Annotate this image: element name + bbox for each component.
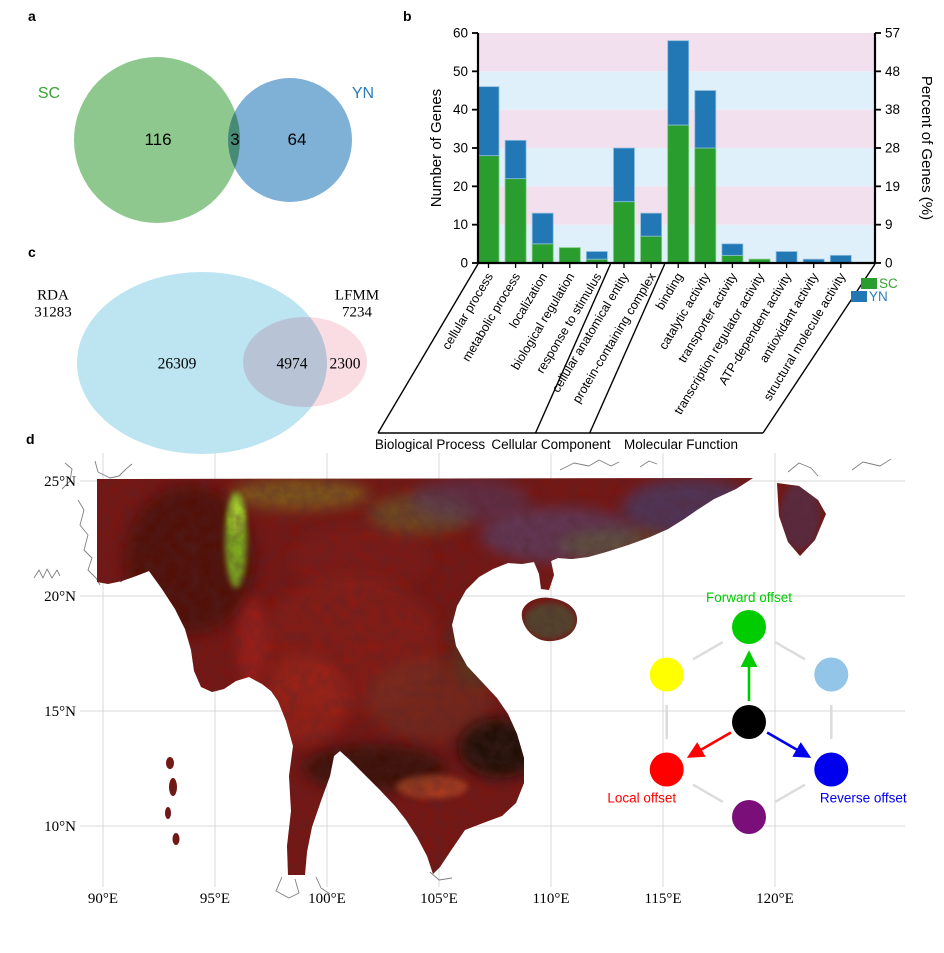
y-tick-label: 0 <box>460 256 468 271</box>
bar-segment-YN <box>531 212 554 245</box>
offset-label-local: Local offset <box>607 791 676 806</box>
venn-a-label-yn: YN <box>351 85 375 102</box>
legend-label-SC: SC <box>879 276 898 291</box>
group-separator <box>589 263 666 434</box>
lon-tick-label: 90°E <box>88 891 118 907</box>
panel-a-letter: a <box>28 8 36 24</box>
panel-b-letter: b <box>403 8 412 24</box>
offset-node-center <box>732 705 766 739</box>
venn-c-count-rda-only: 26309 <box>157 355 197 373</box>
panel-d-letter: d <box>26 431 35 447</box>
legend-swatch-YN <box>851 291 867 302</box>
lon-tick-label: 110°E <box>532 891 569 907</box>
lat-tick-label: 10°N <box>44 819 76 835</box>
venn-c-count-overlap: 4974 <box>276 355 308 373</box>
offset-arrow-local <box>686 731 732 758</box>
y-tick-label: 30 <box>453 141 468 156</box>
bar-segment-YN <box>640 212 662 237</box>
lat-tick-label: 15°N <box>44 704 76 720</box>
offset-node-reverse <box>814 752 849 787</box>
venn-a-count-yn-only: 64 <box>287 130 307 149</box>
bar-segment-YN <box>613 147 635 203</box>
venn-c-label-rda: RDA <box>37 287 69 304</box>
y2-tick-label: 19 <box>885 179 900 194</box>
legend-hex-edge <box>774 783 806 803</box>
venn-a-label-sc: SC <box>37 85 61 102</box>
legend-label-YN: YN <box>869 289 888 304</box>
y2-tick-label: 0 <box>885 256 893 271</box>
y-tick-label: 40 <box>453 102 468 117</box>
offset-label-reverse: Reverse offset <box>820 791 907 806</box>
offset-node-forward <box>732 610 766 644</box>
group-label: Biological Process <box>375 437 486 452</box>
offset-legend: Forward offset Local offset Reverse offset <box>607 590 907 834</box>
lon-tick-label: 115°E <box>644 891 681 907</box>
y2-tick-label: 48 <box>885 64 900 79</box>
legend-hex-edge <box>692 783 724 803</box>
lon-tick-label: 105°E <box>420 891 458 907</box>
y-tick-label: 50 <box>453 64 468 79</box>
bar-segment-YN <box>721 243 744 256</box>
bar-segment-YN <box>667 40 690 126</box>
lon-tick-label: 100°E <box>308 891 346 907</box>
offset-node-upper-left <box>649 657 684 692</box>
group-separator <box>534 263 612 434</box>
panel-c-letter: c <box>28 244 36 260</box>
lat-tick-label: 25°N <box>44 474 76 490</box>
lon-tick-label: 95°E <box>200 891 230 907</box>
group-label: Cellular Component <box>491 437 611 452</box>
y2-axis-title: Percent of Genes (%) <box>918 76 935 220</box>
y2-tick-label: 38 <box>885 102 900 117</box>
venn-a-count-sc-only: 116 <box>144 130 172 149</box>
y-tick-label: 10 <box>453 217 468 232</box>
y-axis-title: Number of Genes <box>428 89 445 207</box>
venn-c-label-lfmm: LFMM <box>334 287 380 304</box>
venn-c-total-rda: 31283 <box>34 304 72 321</box>
legend-hex-edge <box>774 641 806 661</box>
offset-node-local <box>649 752 684 787</box>
offset-node-bottom <box>732 800 766 834</box>
bar-segment-YN <box>504 139 527 180</box>
legend-hex-edge <box>692 641 724 661</box>
offset-label-forward: Forward offset <box>706 590 792 605</box>
y2-tick-label: 57 <box>885 26 900 41</box>
lat-tick-label: 20°N <box>44 589 76 605</box>
y2-tick-label: 9 <box>885 217 893 232</box>
group-separator <box>377 263 479 434</box>
venn-c-count-lfmm-only: 2300 <box>329 355 361 373</box>
lon-tick-label: 120°E <box>756 891 794 907</box>
offset-node-upper-right <box>814 657 849 692</box>
y-tick-label: 60 <box>453 26 468 41</box>
venn-c-total-lfmm: 7234 <box>342 304 372 321</box>
group-label: Molecular Function <box>624 437 738 452</box>
offset-arrow-reverse <box>766 731 812 758</box>
legend-swatch-SC <box>861 278 877 289</box>
y-tick-label: 20 <box>453 179 468 194</box>
map-tick-labels: 90°E 95°E 100°E 105°E 110°E 115°E 120°E 25°N 20°… <box>44 474 794 907</box>
bar-segment-YN <box>694 90 717 149</box>
y2-tick-label: 28 <box>885 141 900 156</box>
bar-segment-YN <box>586 251 608 260</box>
venn-a-count-overlap: 3 <box>230 130 240 149</box>
